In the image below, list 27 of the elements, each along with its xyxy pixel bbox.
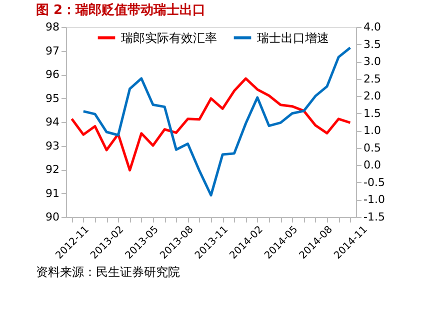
chart-title: 图 2：瑞郎贬值带动瑞士出口: [36, 2, 206, 18]
y-tick-label: 94: [46, 116, 60, 128]
y2-tick-label: 2.0: [364, 90, 381, 103]
y2-tick-label: -1.0: [364, 193, 385, 206]
legend-label: 瑞士出口增速: [257, 30, 329, 45]
y2-tick-label: -1.5: [364, 210, 385, 224]
y2-tick-label: 4.0: [364, 20, 381, 34]
y2-tick-label: 0.5: [364, 141, 381, 154]
y2-tick-label: 1.0: [364, 124, 381, 138]
y-tick-label: 91: [46, 186, 60, 200]
line-series: [70, 77, 352, 172]
y-tick-label: 95: [46, 92, 60, 105]
line-series: [82, 46, 352, 196]
y-tick-label: 93: [46, 139, 60, 152]
y2-tick-label: 1.5: [364, 106, 381, 120]
legend-label: 瑞郎实际有效汇率: [121, 30, 217, 45]
text: 资料来源：民生证券研究院: [36, 265, 180, 279]
y2-tick-label: 3.0: [364, 55, 381, 68]
y2-tick-label: -0.5: [364, 176, 385, 189]
y-tick-label: 96: [46, 68, 60, 81]
y-tick-label: 90: [46, 210, 60, 224]
y-tick-label: 98: [46, 20, 60, 34]
y-tick-label: 92: [46, 163, 60, 176]
y2-tick-label: 2.5: [364, 72, 381, 86]
y2-tick-label: 0.0: [364, 158, 381, 172]
y2-tick-label: 3.5: [364, 38, 381, 51]
y-tick-label: 97: [46, 44, 60, 58]
